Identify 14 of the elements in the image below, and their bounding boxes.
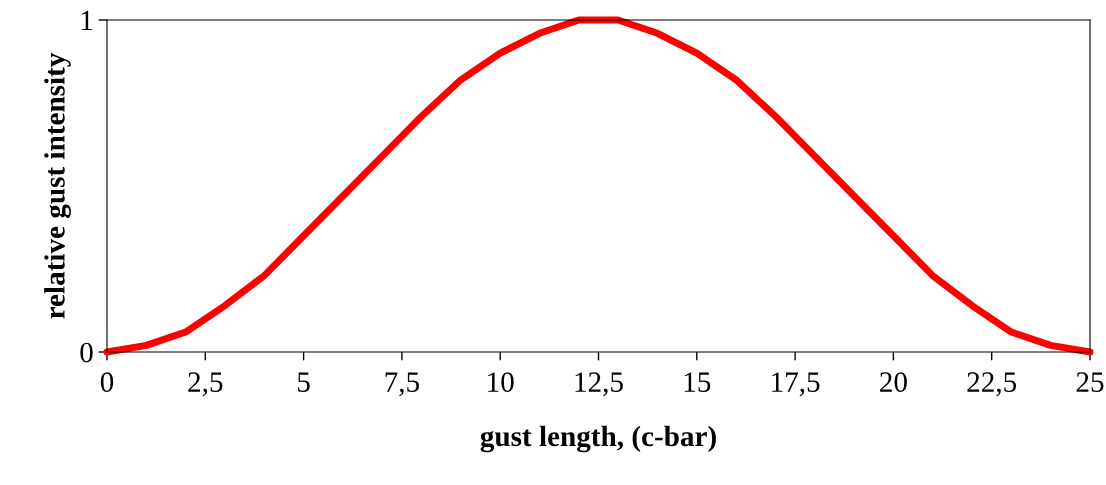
- y-tick-label: 1: [81, 10, 93, 31]
- x-tick-label: 12,5: [575, 372, 623, 397]
- x-tick-label: 2,5: [188, 372, 223, 397]
- x-tick-label: 22,5: [967, 372, 1017, 397]
- x-tick-label: 25: [1076, 372, 1104, 392]
- x-axis-title: gust length, (c-bar): [480, 425, 716, 453]
- x-tick-label: 17,5: [772, 372, 820, 397]
- x-tick-label: 5: [298, 372, 310, 392]
- x-tick-label: 15: [684, 372, 711, 392]
- x-tick-label: 7,5: [385, 372, 419, 397]
- x-tick-label: 10: [488, 372, 514, 392]
- x-tick-label: 20: [880, 372, 907, 392]
- y-axis-title: relative gust intensity: [44, 52, 71, 319]
- x-tick-label: 0: [100, 372, 114, 392]
